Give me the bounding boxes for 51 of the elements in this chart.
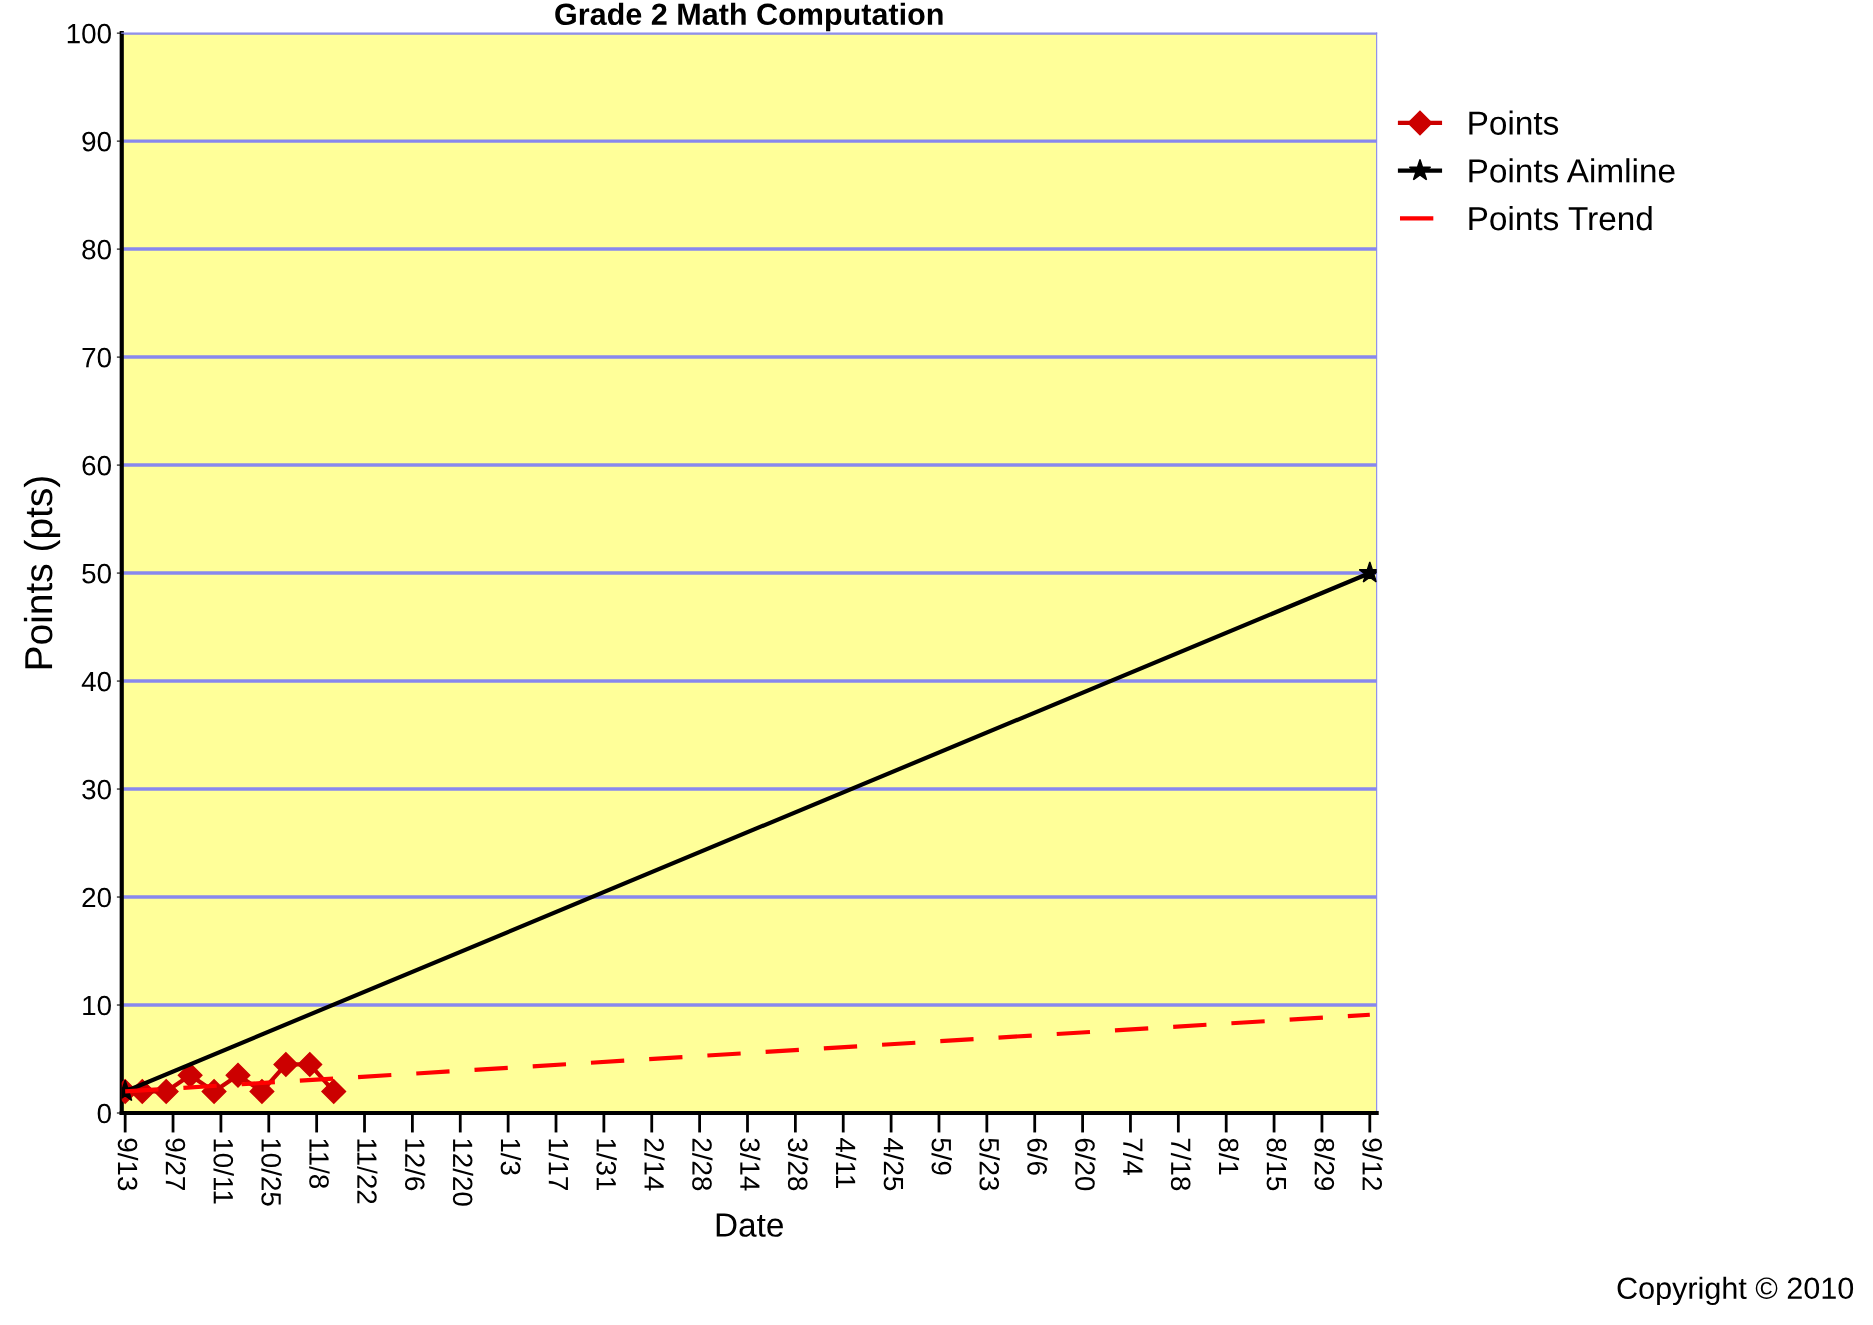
y-axis-title: Points (pts) — [23, 477, 61, 669]
x-tick-label: 5/23 — [979, 1138, 1000, 1191]
x-tick-label: 11/8 — [309, 1139, 330, 1189]
point — [225, 1062, 251, 1088]
y-tick-label: 90 — [82, 131, 111, 152]
x-tick-label: 1/17 — [548, 1139, 569, 1190]
y-tick-label: 50 — [82, 563, 111, 584]
x-tick-label: 8/15 — [1266, 1138, 1288, 1191]
legend-label: Points — [1469, 110, 1559, 135]
x-tick-label: 12/6 — [404, 1139, 426, 1191]
point — [249, 1078, 275, 1104]
x-tick-label: 12/20 — [452, 1139, 474, 1206]
x-tick-label: 8/29 — [1314, 1138, 1335, 1191]
x-tick-label: 10/11 — [213, 1139, 234, 1204]
x-tick-label: 10/25 — [261, 1139, 282, 1206]
y-tick-label: 0 — [97, 1103, 111, 1124]
x-tick-label: 4/25 — [883, 1137, 905, 1191]
x-tick-label: 5/9 — [931, 1138, 952, 1175]
y-tick-label: 100 — [67, 23, 111, 44]
chart-title: Grade 2 Math Computation — [555, 2, 943, 32]
x-tick-label: 6/6 — [1027, 1138, 1048, 1175]
x-tick-label: 11/22 — [357, 1139, 378, 1204]
y-tick-label: 60 — [82, 455, 111, 476]
point — [321, 1078, 347, 1104]
x-tick-label: 6/20 — [1075, 1138, 1096, 1191]
x-tick-label: 4/11 — [835, 1137, 857, 1188]
y-tick-label: 10 — [83, 995, 111, 1016]
x-tick-label: 7/4 — [1123, 1138, 1144, 1176]
legend-label: Points Trend — [1469, 205, 1652, 231]
point — [297, 1051, 323, 1077]
x-tick-label: 2/28 — [692, 1138, 713, 1191]
point — [273, 1051, 299, 1077]
x-tick-label: 8/1 — [1218, 1138, 1240, 1175]
x-tick-label: 1/31 — [596, 1139, 617, 1191]
y-tick-label: 20 — [82, 887, 111, 908]
y-tick-label: 70 — [82, 347, 111, 368]
legend-label: Points Aimline — [1469, 158, 1675, 183]
x-tick-label: 7/18 — [1170, 1138, 1192, 1191]
x-tick-label: 1/3 — [500, 1139, 522, 1175]
text: Copyright © 2010 — [1617, 1276, 1854, 1306]
y-tick-label: 30 — [82, 779, 111, 800]
x-tick-label: 3/28 — [787, 1138, 809, 1191]
x-axis-title: Date — [716, 1213, 783, 1237]
y-tick-label: 80 — [82, 239, 111, 260]
x-tick-label: 9/13 — [117, 1138, 139, 1191]
y-tick-label: 40 — [81, 671, 111, 692]
x-tick-label: 9/27 — [165, 1138, 186, 1190]
x-tick-label: 3/14 — [740, 1138, 761, 1191]
x-tick-label: 2/14 — [644, 1138, 665, 1191]
x-tick-label: 9/12 — [1362, 1138, 1383, 1190]
point — [153, 1078, 179, 1104]
